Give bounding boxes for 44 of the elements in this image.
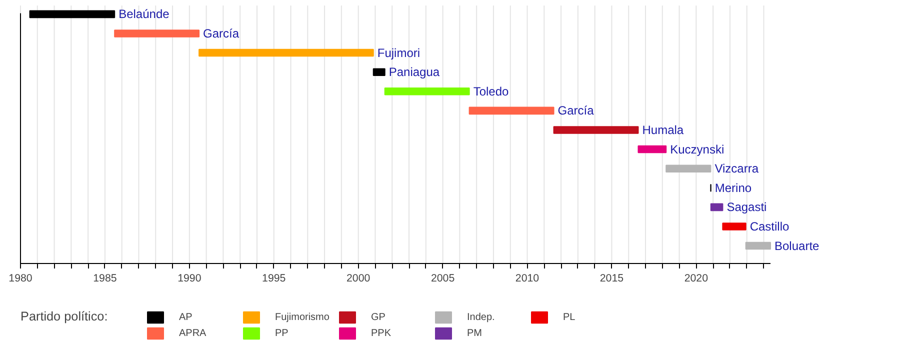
y-tick-label: Toledo [473,84,510,98]
x-tick-label: 1980 [8,272,32,285]
y-tick-label: Humala [642,122,684,137]
legend-title: Partido político: [20,310,108,324]
y-tick-label: Boluarte [774,238,820,253]
legend-label: APRA [179,326,208,340]
x-tick-label: 1990 [178,272,202,285]
bar [553,126,639,134]
legend-label: PM [467,326,483,340]
y-tick-label: Paniagua [388,65,440,80]
y-tick-label: Castillo [750,219,790,234]
bar [722,222,746,230]
legend-label: GP [371,310,386,324]
x-tick-label: 1985 [93,272,117,285]
bar [666,164,712,172]
x-tick-label: 1995 [262,272,286,285]
bar [114,30,200,38]
bar [710,203,724,212]
x-tick-label: 2020 [684,272,708,285]
legend-label: Fujimorismo [275,310,330,324]
legend-label: AP [179,310,194,324]
y-tick-label: Kuczynski [670,142,724,156]
bar [384,88,470,96]
bar [372,68,386,76]
legend-label: PPK [371,326,392,340]
legend-label: PL [563,310,576,324]
y-tick-label: Fujimori [377,46,420,60]
y-tick-label: García [558,104,594,118]
x-tick-label: 2005 [430,272,455,285]
bar [29,10,116,18]
x-tick-label: 2000 [346,272,370,285]
x-tick-label: 2015 [600,272,624,285]
bar [468,106,554,115]
y-tick-label: García [203,26,240,40]
y-tick-label: Belaúnde [118,7,170,22]
legend-label: PP [275,326,290,340]
bar [198,48,374,57]
x-tick-label: 2010 [515,272,540,285]
bar [638,145,667,154]
y-tick-label: Merino [714,180,752,195]
y-tick-label: Vizcarra [714,162,759,176]
bar [745,242,771,250]
legend-label: Indep. [467,310,496,324]
y-tick-label: Sagasti [726,200,767,214]
